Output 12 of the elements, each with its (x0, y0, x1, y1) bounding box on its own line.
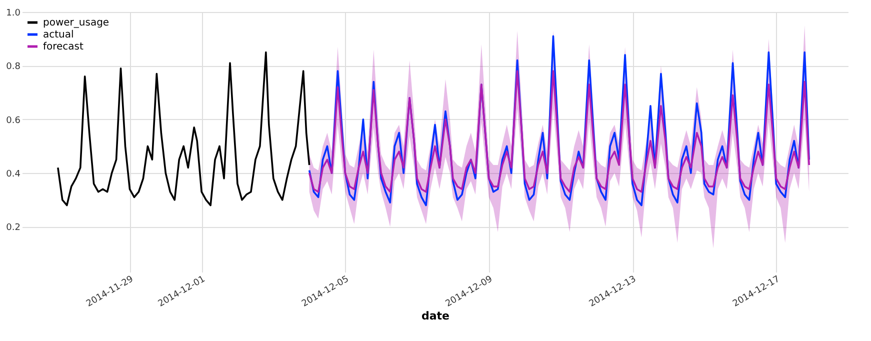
legend-label: power_usage (43, 18, 110, 28)
y-tick-label: 0.8 (6, 62, 21, 72)
x-axis-title: date (421, 309, 450, 322)
y-tick-label: 0.2 (6, 223, 20, 234)
line-series (308, 35, 810, 206)
y-tick-label: 0.6 (6, 116, 21, 126)
y-tick-label: 1.0 (6, 8, 21, 18)
line-series (308, 70, 810, 193)
y-tick-label: 0.4 (6, 170, 21, 180)
legend-label: actual (43, 30, 74, 40)
line-series (57, 51, 310, 206)
legend-label: forecast (43, 42, 84, 52)
